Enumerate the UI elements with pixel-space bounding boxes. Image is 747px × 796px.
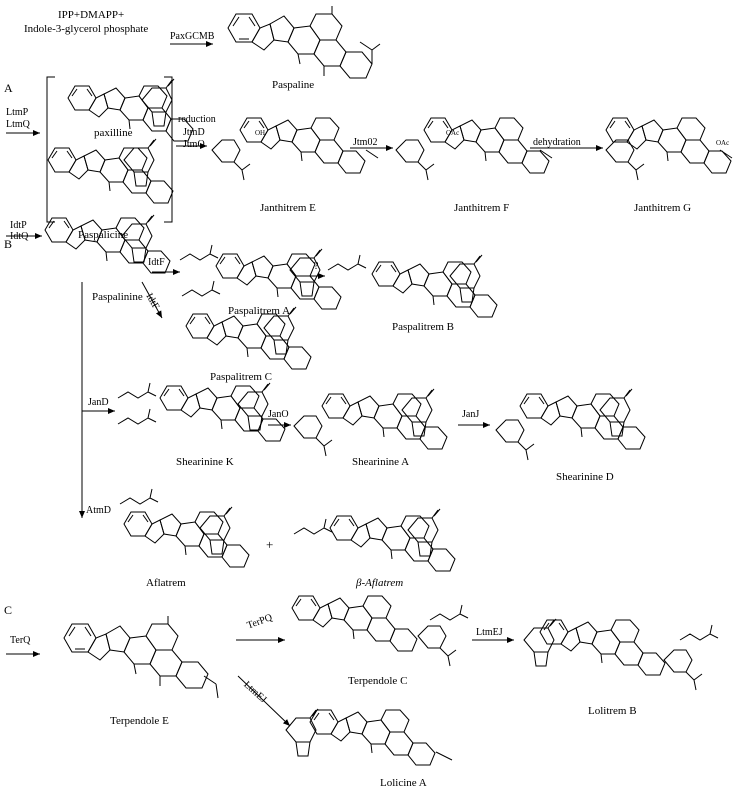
arrow-c-ltmej2 — [237, 675, 291, 727]
label-terpendole-e: Terpendole E — [110, 715, 169, 727]
label-lolicine-a: Lolicine A — [380, 777, 427, 789]
terpendole-c-structure — [291, 595, 469, 667]
label-paspaline: Paspaline — [272, 79, 315, 91]
enzyme-janj: JanJ — [462, 409, 480, 420]
precursor-line2: Indole-3-glycerol phosphate — [24, 23, 149, 35]
section-c-label: C — [4, 603, 13, 617]
plus-sign: + — [266, 537, 274, 552]
beta-aflatrem-structure — [293, 508, 456, 572]
enzyme-idtf: IdtF — [148, 257, 165, 268]
paspalitrem-c-structure — [181, 280, 312, 370]
label-aflatrem: Aflatrem — [146, 577, 186, 589]
janthitrem-g-structure — [605, 117, 733, 181]
paspaline-structure — [227, 5, 381, 79]
terpendole-e-structure — [63, 615, 219, 699]
label-paspalinine: Paspalinine — [92, 291, 143, 303]
label-paspalitrem-c: Paspalitrem C — [210, 371, 273, 383]
enzyme-jtm02: Jtm02 — [353, 137, 378, 148]
paspalitrem-a-structure — [179, 244, 342, 310]
atom-oac-g: OAc — [716, 139, 730, 147]
enzyme-jtmo: JtmO — [183, 139, 205, 150]
shearinine-a-structure — [293, 388, 448, 457]
section-a-label: A — [4, 81, 13, 95]
enzyme-jand: JanD — [88, 397, 109, 408]
label-paspalitrem-b: Paspalitrem B — [392, 321, 455, 333]
enzyme-terq: TerQ — [10, 635, 31, 646]
enzyme-jano: JanO — [268, 409, 289, 420]
label-beta-aflatrem: β-Aflatrem — [356, 577, 404, 589]
label-janthitrem-g: Janthitrem G — [634, 202, 692, 214]
enzyme-dehydration: dehydration — [533, 137, 581, 148]
atom-ho-e: OH — [255, 129, 266, 137]
janthitrem-e-structure — [211, 117, 379, 181]
paspalitrem-b-structure — [327, 254, 498, 318]
enzyme-paxgcmb: PaxGCMB — [170, 31, 215, 42]
lolitrem-b-structure — [523, 618, 719, 691]
label-lolitrem-b: Lolitrem B — [588, 705, 637, 717]
enzyme-idtq: IdtQ — [10, 231, 29, 242]
aflatrem-structure — [119, 488, 250, 568]
label-terpendole-c: Terpendole C — [348, 675, 408, 687]
section-b-label: B — [4, 237, 13, 251]
atom-oac-f: OAc — [446, 129, 460, 137]
enzyme-reduction: reduction — [178, 114, 216, 125]
enzyme-atmd: AtmD — [86, 505, 111, 516]
bracket — [46, 76, 173, 223]
shearinine-d-structure — [495, 388, 646, 461]
unknown-step: ? — [314, 261, 319, 272]
enzyme-ltmq: LtmQ — [6, 119, 30, 130]
label-shearinine-d: Shearinine D — [556, 471, 614, 483]
enzyme-jtmd: JtmD — [183, 127, 205, 138]
label-paxilline: paxilline — [94, 127, 133, 139]
enzyme-ltmej1: LtmEJ — [476, 627, 503, 638]
label-shearinine-k: Shearinine K — [176, 456, 234, 468]
arrow-b-idtf2 — [141, 281, 163, 319]
enzyme-idtp: IdtP — [10, 220, 27, 231]
label-janthitrem-f: Janthitrem F — [454, 202, 510, 214]
precursor-line1: IPP+DMAPP+ — [58, 9, 125, 21]
label-paspalitrem-a: Paspalitrem A — [228, 305, 291, 317]
label-janthitrem-e: Janthitrem E — [260, 202, 316, 214]
enzyme-ltmp: LtmP — [6, 107, 29, 118]
paspalicine-structure — [47, 138, 174, 204]
janthitrem-f-structure — [395, 117, 553, 181]
label-paspalicine: Paspalicine — [78, 229, 129, 241]
label-shearinine-a: Shearinine A — [352, 456, 410, 468]
shearinine-k-structure — [117, 382, 286, 442]
lolicine-a-structure — [285, 708, 453, 766]
